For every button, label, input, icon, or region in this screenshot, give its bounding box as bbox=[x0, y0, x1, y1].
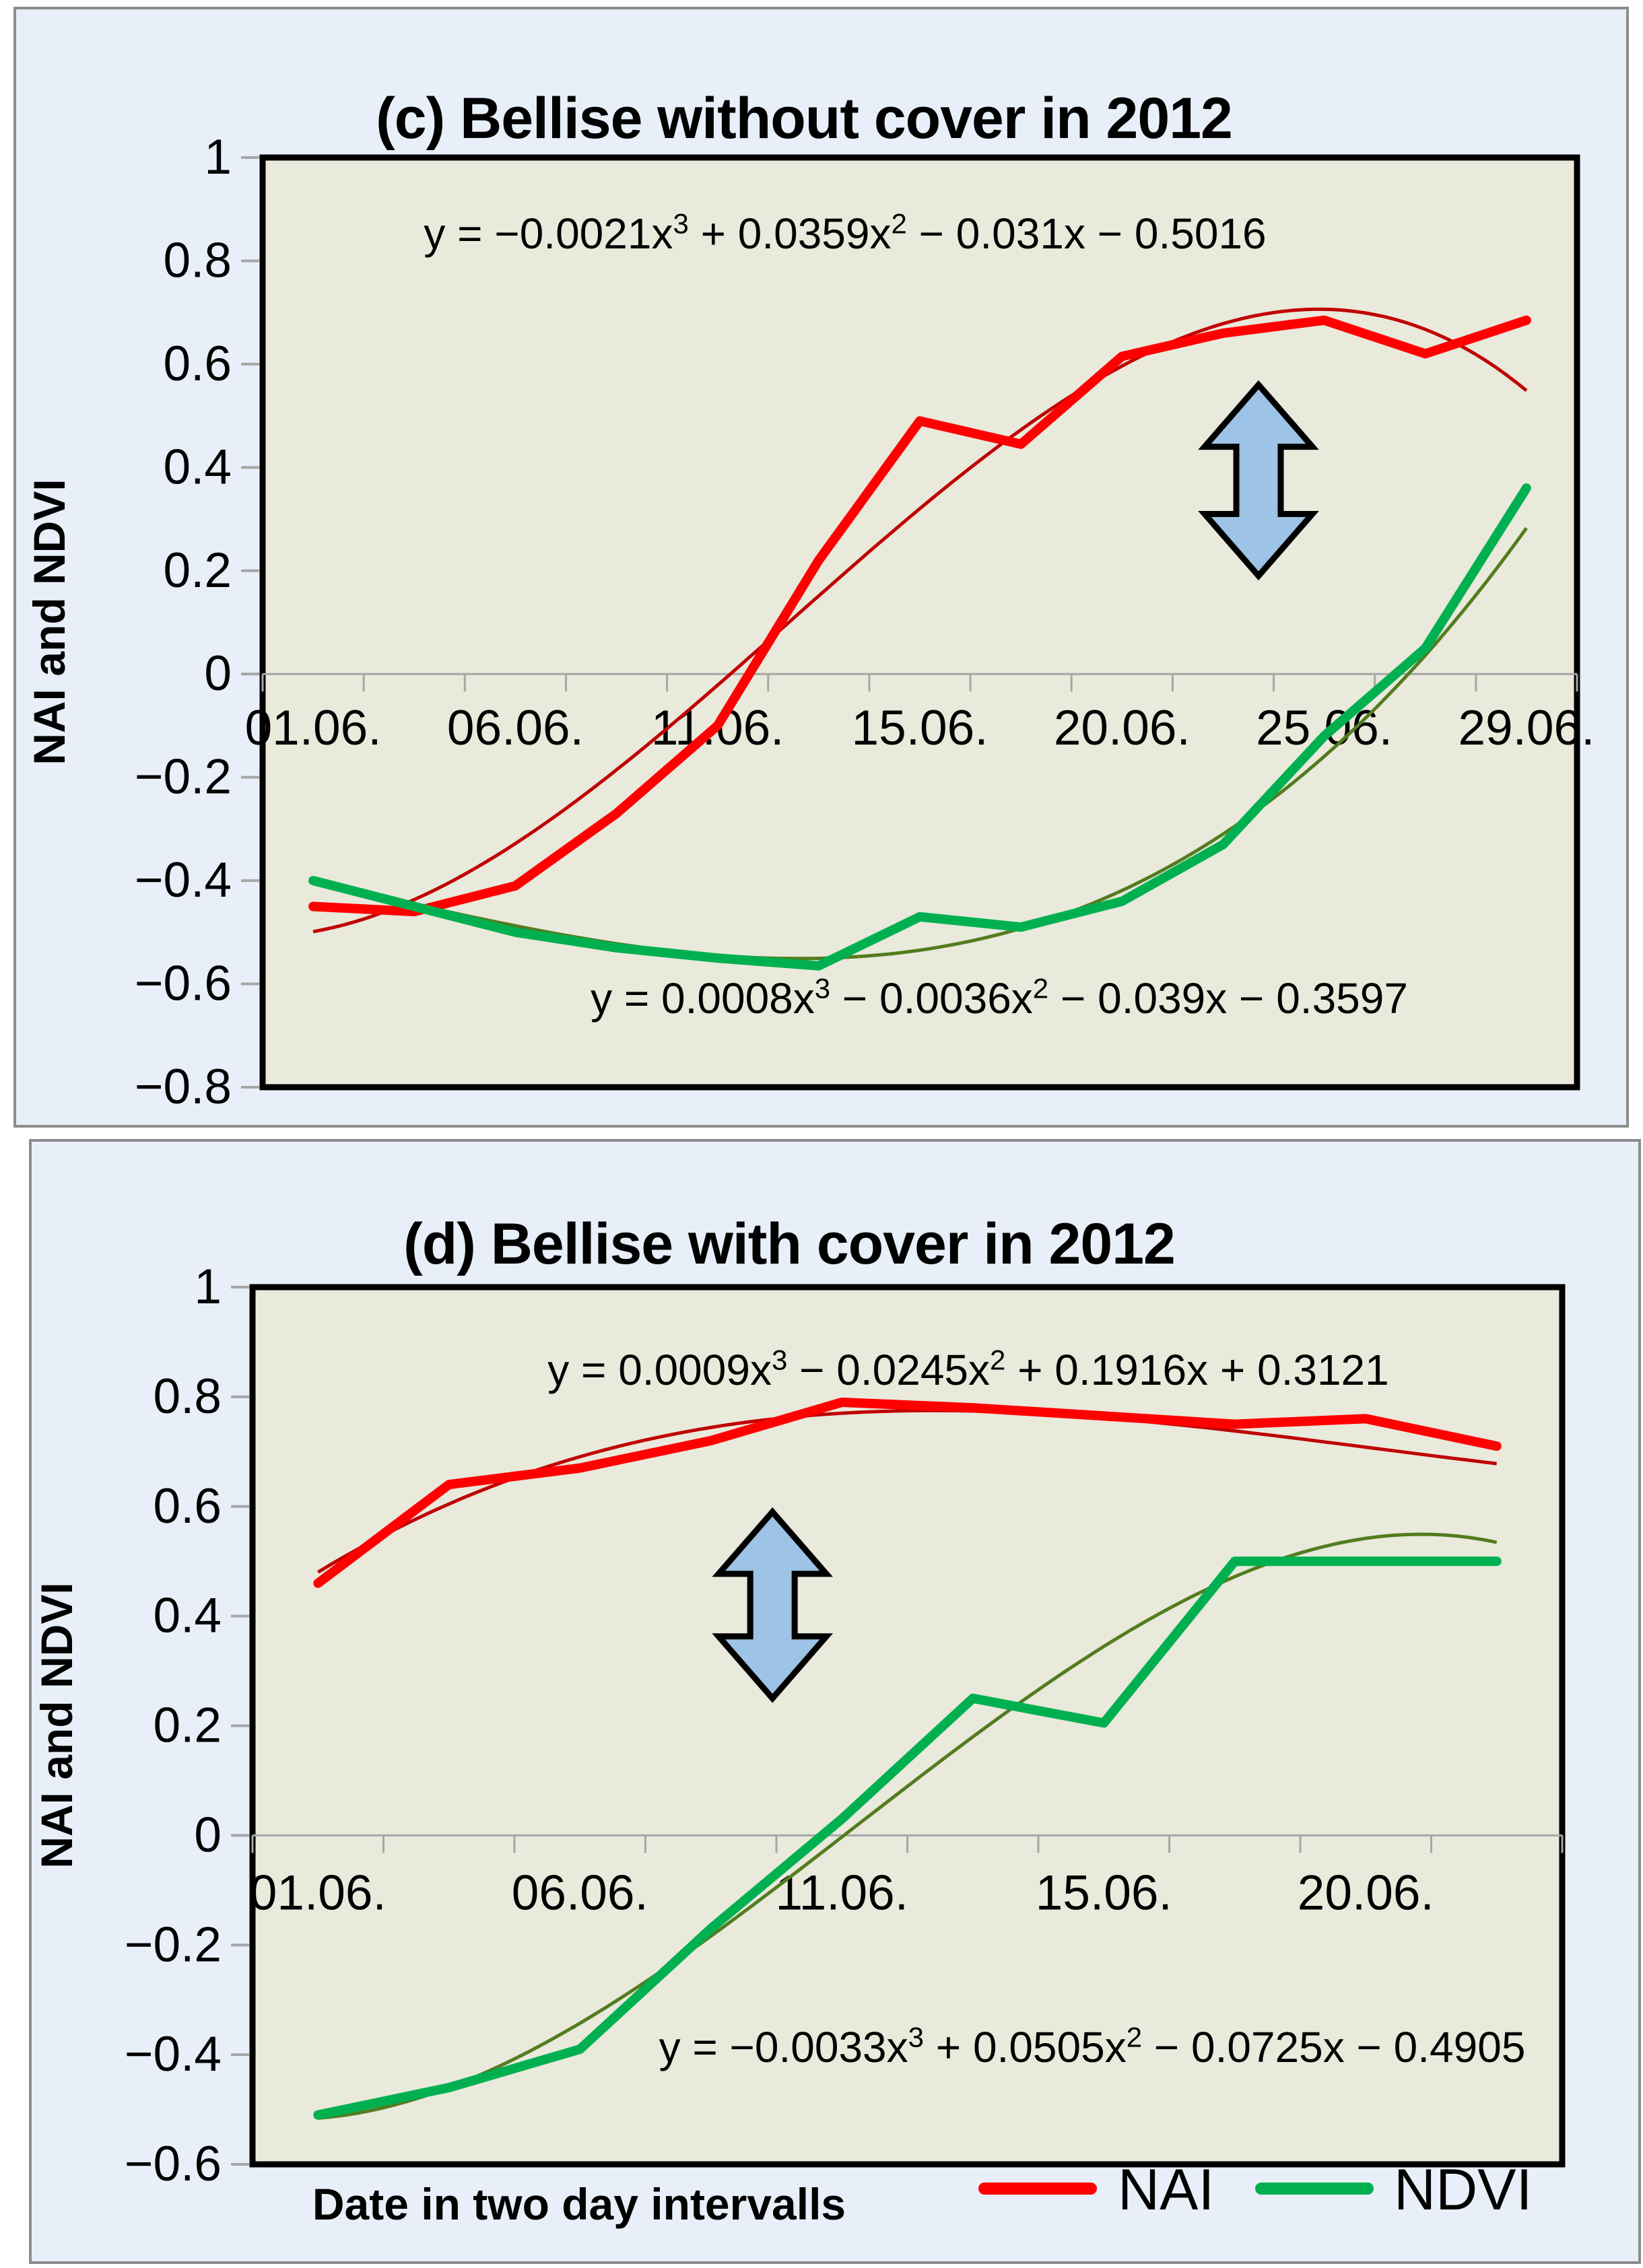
plot-area-c bbox=[259, 154, 1580, 1091]
nai-trend-equation-d: y = 0.0009x3 − 0.0245x2 + 0.1916x + 0.31… bbox=[547, 1345, 1388, 1395]
eq-part: y = 0.0009x bbox=[547, 1346, 772, 1394]
chart-d: NAI and NDVI 1 0.8 0.6 0.4 0.2 0 −0.2 −0.4 −0.6 0… bbox=[32, 1260, 1566, 2191]
x-axis-title: Date in two day intervalls bbox=[312, 2179, 846, 2229]
eq-exponent: 2 bbox=[1126, 2021, 1143, 2053]
eq-exponent: 3 bbox=[908, 2021, 924, 2053]
panel-d: NAI and NDVI 1 0.8 0.6 0.4 0.2 0 −0.2 −0.4 −0.6 0… bbox=[29, 1139, 1641, 2264]
x-tick-label: 20.06. bbox=[1054, 701, 1191, 755]
eq-exponent: 3 bbox=[814, 972, 831, 1004]
eq-part: y = −0.0033x bbox=[659, 2023, 908, 2071]
legend-nai-label: NAI bbox=[1118, 2158, 1215, 2222]
ndvi-trendline-d bbox=[318, 1532, 1498, 2120]
nai-line-d bbox=[313, 1398, 1502, 1588]
eq-part: − 0.031x − 0.5016 bbox=[906, 209, 1267, 258]
eq-part: + 0.0359x bbox=[688, 209, 892, 258]
x-tick-label: 15.06. bbox=[1036, 1865, 1172, 1920]
y-tick-label: −0.6 bbox=[125, 2137, 222, 2191]
eq-exponent: 2 bbox=[891, 207, 907, 240]
y-tick-label: 0.6 bbox=[164, 337, 232, 391]
y-tick-label: 0.8 bbox=[164, 233, 232, 287]
panel-d-title: (d) Bellise with cover in 2012 bbox=[403, 1212, 1176, 1277]
y-tick-label: 0.4 bbox=[154, 1589, 222, 1643]
y-tick-label: −0.4 bbox=[135, 853, 232, 907]
legend-ndvi-swatch bbox=[1255, 2183, 1374, 2195]
updown-arrow-c bbox=[1198, 380, 1319, 581]
panel-c-title: (c) Bellise without cover in 2012 bbox=[376, 86, 1233, 151]
ndvi-line-d bbox=[313, 1556, 1502, 2120]
y-tick-label: 0 bbox=[204, 646, 232, 701]
x-tick-label: 15.06. bbox=[852, 701, 988, 755]
ndvi-trend-equation-c: y = 0.0008x3 − 0.0036x2 − 0.039x − 0.359… bbox=[591, 973, 1408, 1023]
y-tick-label: 0.4 bbox=[164, 440, 232, 494]
x-tick-label: 01.06. bbox=[245, 701, 382, 755]
chart-c: NAI and NDVI 1 0.8 0.6 0.4 0.2 0 −0.2 −0.4 −0.6 −… bbox=[24, 130, 1595, 1114]
x-tick-label: 06.06. bbox=[512, 1865, 648, 1920]
eq-part: + 0.1916x + 0.3121 bbox=[1005, 1346, 1389, 1394]
y-tick-label: 0 bbox=[194, 1808, 222, 1862]
nai-trend-equation-c: y = −0.0021x3 + 0.0359x2 − 0.031x − 0.50… bbox=[424, 209, 1266, 259]
y-axis-title-c: NAI and NDVI bbox=[24, 479, 74, 765]
ndvi-trendline-c bbox=[312, 527, 1528, 961]
nai-trendline-c bbox=[312, 307, 1528, 934]
y-tick-label: 0.8 bbox=[154, 1369, 222, 1424]
y-tick-label: 1 bbox=[204, 130, 232, 184]
eq-exponent: 2 bbox=[990, 1344, 1006, 1376]
eq-exponent: 3 bbox=[771, 1344, 788, 1376]
legend-nai-swatch bbox=[978, 2183, 1097, 2195]
y-tick-label: 0.2 bbox=[164, 543, 232, 598]
y-tick-label: −0.4 bbox=[125, 2027, 222, 2082]
eq-exponent: 3 bbox=[673, 207, 689, 240]
y-tick-label: −0.8 bbox=[135, 1060, 232, 1114]
y-tick-label: 0.2 bbox=[154, 1698, 222, 1753]
y-tick-label: 1 bbox=[194, 1260, 222, 1314]
eq-part: − 0.0036x bbox=[830, 974, 1033, 1023]
eq-part: − 0.0725x − 0.4905 bbox=[1142, 2023, 1526, 2071]
x-tick-label: 01.06. bbox=[250, 1865, 387, 1920]
panel-c: NAI and NDVI 1 0.8 0.6 0.4 0.2 0 −0.2 −0.4 −0.6 −… bbox=[13, 7, 1629, 1128]
eq-exponent: 2 bbox=[1032, 972, 1049, 1004]
y-axis-title-d: NAI and NDVI bbox=[32, 1582, 81, 1868]
y-tick-label: −0.2 bbox=[125, 1917, 222, 1972]
x-tick-label: 20.06. bbox=[1298, 1865, 1434, 1920]
plot-area-d bbox=[249, 1284, 1566, 2168]
eq-part: − 0.039x − 0.3597 bbox=[1048, 974, 1408, 1023]
x-tick-label: 06.06. bbox=[447, 701, 584, 755]
legend-ndvi-label: NDVI bbox=[1394, 2158, 1533, 2222]
x-tick-label: 29.06. bbox=[1458, 701, 1595, 755]
updown-arrow-d bbox=[712, 1507, 834, 1703]
ndvi-trend-equation-d: y = −0.0033x3 + 0.0505x2 − 0.0725x − 0.4… bbox=[659, 2022, 1526, 2072]
eq-part: + 0.0505x bbox=[924, 2023, 1127, 2071]
ndvi-line-c bbox=[308, 483, 1531, 971]
nai-line-c bbox=[308, 315, 1531, 917]
x-tick-label: 25.06. bbox=[1256, 701, 1393, 755]
x-tick-label: 11.06. bbox=[775, 1865, 908, 1920]
eq-part: y = 0.0008x bbox=[591, 974, 815, 1023]
eq-part: y = −0.0021x bbox=[424, 209, 673, 258]
y-tick-label: −0.2 bbox=[135, 750, 232, 804]
eq-part: − 0.0245x bbox=[787, 1346, 990, 1394]
y-tick-label: 0.6 bbox=[154, 1479, 222, 1534]
y-tick-label: −0.6 bbox=[135, 957, 232, 1011]
